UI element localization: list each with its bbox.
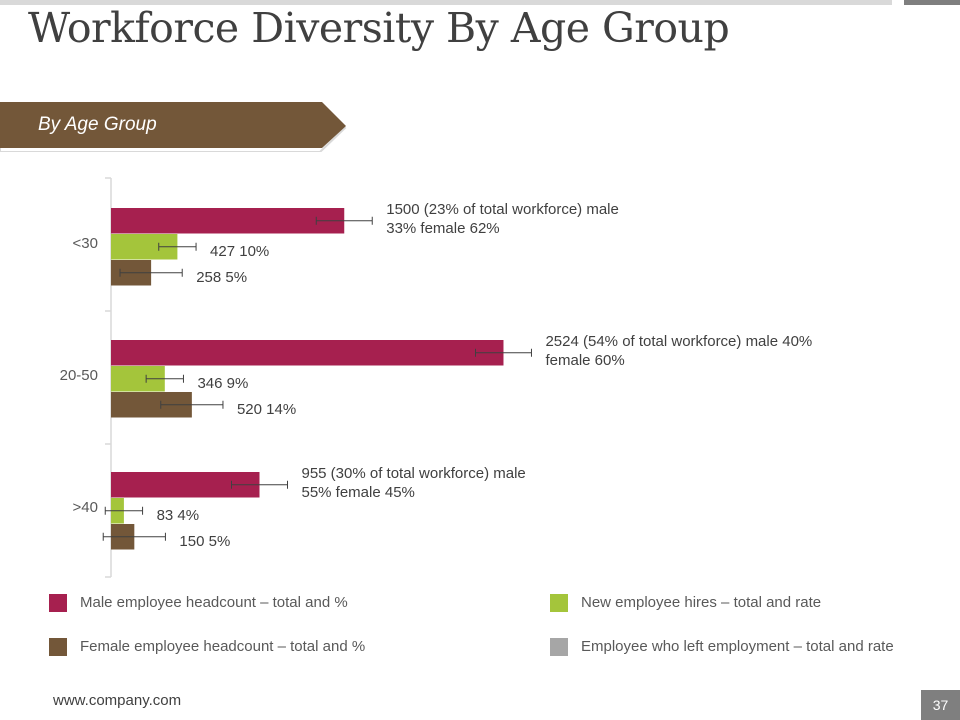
legend-label-new-hires: New employee hires – total and rate	[581, 594, 822, 611]
data-label: 955 (30% of total workforce) male 55% fem…	[301, 465, 525, 501]
data-label: 150 5%	[179, 533, 230, 550]
bar-chart: <30 20-50 >40 1500 (23% of total workforce)…	[60, 177, 812, 578]
data-label: 2524 (54% of total workforce) male 40% fe…	[545, 333, 812, 369]
footer-url[interactable]: www.company.com	[53, 692, 182, 709]
bar	[111, 340, 504, 366]
top-accent-bar	[0, 0, 892, 5]
bar	[111, 208, 345, 234]
legend-swatch-new-hires	[550, 594, 568, 612]
top-accent-bar-dark	[904, 0, 960, 5]
page-title: Workforce Diversity By Age Group	[28, 4, 730, 52]
legend-swatch-female	[49, 638, 67, 656]
banner-label: By Age Group	[38, 114, 157, 135]
data-label: 427 10%	[210, 243, 269, 260]
data-label: 520 14%	[237, 401, 296, 418]
section-banner	[0, 102, 347, 152]
legend-swatch-left-employment	[550, 638, 568, 656]
legend-swatch-male	[49, 594, 67, 612]
legend-label-male: Male employee headcount – total and %	[80, 594, 348, 611]
data-label: 83 4%	[157, 507, 200, 524]
category-label: 20-50	[60, 367, 98, 384]
banner-fill	[0, 102, 346, 148]
legend-label-left-employment: Employee who left employment – total and…	[581, 638, 894, 655]
data-label: 1500 (23% of total workforce) male 33% fe…	[386, 201, 619, 237]
page-number: 37	[921, 690, 960, 720]
category-label: <30	[73, 235, 98, 252]
data-label: 346 9%	[197, 375, 248, 392]
category-label: >40	[73, 499, 98, 516]
legend-label-female: Female employee headcount – total and %	[80, 638, 366, 655]
data-label: 258 5%	[196, 269, 247, 286]
